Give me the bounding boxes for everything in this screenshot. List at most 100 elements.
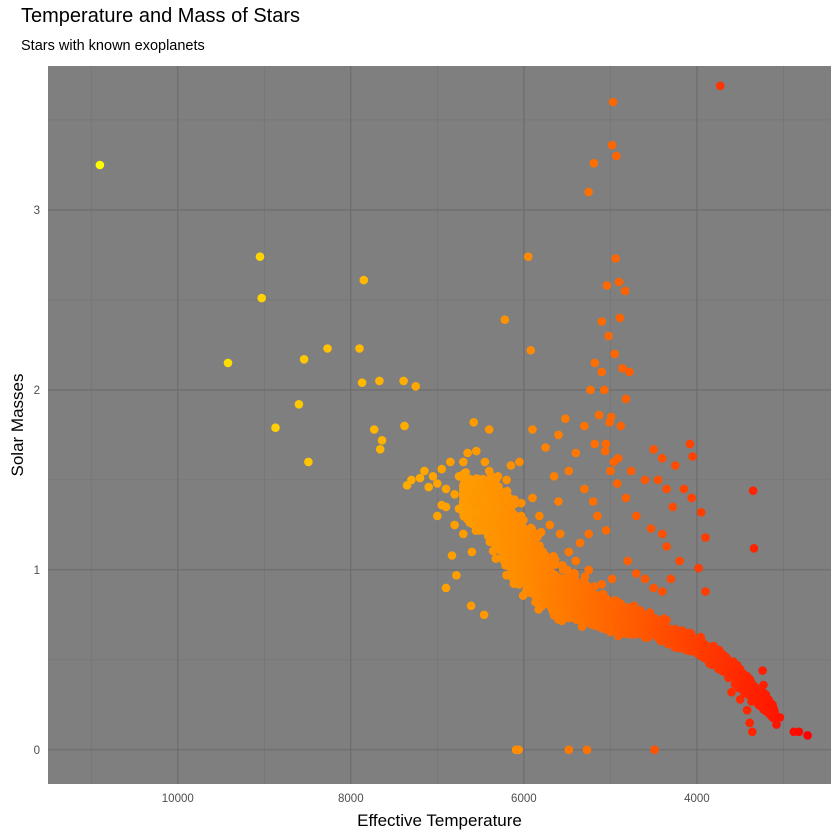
data-point: [650, 745, 659, 755]
data-point: [662, 484, 671, 494]
data-point: [590, 358, 600, 368]
y-axis-title: Solar Masses: [8, 374, 27, 477]
data-point: [772, 720, 781, 729]
data-point: [571, 448, 581, 458]
data-point: [446, 457, 455, 467]
data-point: [411, 382, 421, 391]
data-point: [562, 565, 572, 575]
data-point: [564, 547, 574, 557]
data-point: [649, 445, 658, 454]
data-point: [415, 473, 425, 483]
data-point: [607, 140, 617, 150]
data-point: [564, 466, 574, 476]
data-point: [608, 97, 618, 107]
data-point: [514, 745, 523, 755]
data-point: [658, 454, 667, 463]
data-point: [748, 727, 757, 737]
data-point: [646, 524, 656, 533]
data-point: [433, 511, 442, 521]
data-point: [590, 439, 600, 449]
data-point: [535, 511, 544, 521]
data-point: [593, 511, 602, 521]
data-point: [687, 493, 696, 503]
data-point: [620, 286, 630, 296]
data-point: [640, 475, 650, 485]
data-point: [549, 560, 559, 569]
data-point: [756, 698, 766, 708]
data-point: [555, 529, 565, 539]
data-point: [601, 439, 611, 449]
data-point: [357, 378, 367, 388]
data-point: [716, 81, 725, 91]
data-point: [554, 497, 563, 506]
data-point: [400, 421, 409, 431]
y-tick-label: 3: [34, 205, 40, 217]
y-axis-ticks: 0 1 2 3: [34, 205, 40, 757]
data-point: [623, 556, 632, 566]
data-point: [480, 497, 490, 506]
data-point: [294, 400, 304, 409]
data-point: [694, 563, 703, 573]
data-point: [399, 376, 408, 386]
data-point: [742, 705, 752, 715]
data-point: [612, 151, 621, 161]
data-point: [424, 482, 434, 492]
data-point: [662, 615, 671, 625]
data-point: [597, 367, 606, 377]
data-point: [515, 457, 524, 467]
data-point: [447, 551, 457, 560]
data-point: [668, 502, 677, 512]
data-point: [564, 745, 574, 755]
data-point: [601, 526, 611, 535]
data-point: [594, 410, 604, 420]
data-point: [95, 160, 105, 170]
data-point: [662, 542, 671, 551]
data-point: [500, 315, 510, 325]
data-point: [441, 484, 451, 494]
data-point: [255, 252, 265, 261]
data-point: [616, 421, 626, 431]
data-point: [323, 344, 332, 353]
data-point: [762, 707, 772, 717]
data-point: [685, 439, 695, 449]
data-point: [597, 580, 606, 589]
data-point: [582, 745, 592, 755]
data-point: [420, 466, 429, 476]
data-point: [626, 466, 636, 476]
data-point: [519, 515, 528, 525]
data-point: [671, 461, 680, 470]
data-point: [604, 331, 613, 341]
data-point: [454, 504, 464, 513]
data-point: [600, 385, 609, 395]
data-point: [536, 527, 546, 537]
data-point: [461, 468, 471, 477]
data-point: [452, 571, 461, 580]
data-point: [472, 446, 481, 456]
x-tick-label: 6000: [511, 793, 537, 805]
data-point: [299, 355, 309, 364]
data-point: [610, 349, 619, 359]
data-point: [775, 713, 785, 722]
data-point: [549, 472, 559, 481]
data-point: [584, 187, 593, 197]
data-point: [584, 565, 593, 575]
data-point: [749, 544, 759, 553]
data-point: [580, 572, 590, 582]
data-point: [223, 358, 233, 368]
data-point: [748, 486, 758, 496]
data-point: [580, 484, 589, 494]
data-point: [489, 490, 498, 499]
y-tick-label: 0: [34, 745, 40, 757]
data-point: [688, 452, 697, 461]
data-point: [479, 610, 489, 620]
data-point: [607, 574, 617, 584]
data-point: [359, 275, 369, 285]
data-point: [469, 418, 479, 427]
data-point: [257, 293, 267, 303]
data-point: [602, 281, 612, 290]
data-point: [463, 515, 472, 524]
data-point: [613, 454, 623, 463]
data-point: [625, 367, 634, 377]
data-point: [402, 481, 412, 490]
